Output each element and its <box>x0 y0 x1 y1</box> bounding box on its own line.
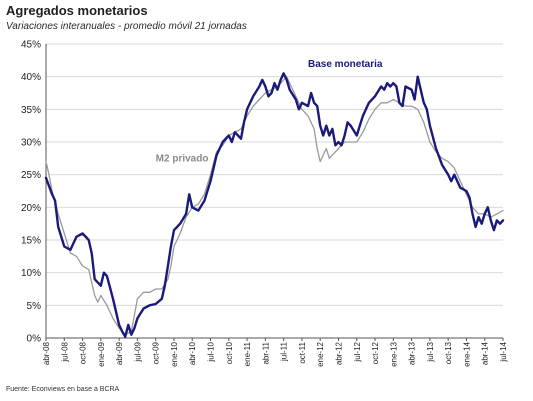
x-tick-label: oct-13 <box>444 341 453 364</box>
chart-subtitle: Variaciones interanuales - promedio móvi… <box>6 21 247 32</box>
series-labels: Base monetaria M2 privado <box>156 59 383 165</box>
x-tick-label: jul-13 <box>426 341 435 362</box>
x-tick-label: abr-14 <box>481 341 490 365</box>
x-tick-label: jul-08 <box>60 341 69 362</box>
y-tick-label: 5% <box>27 301 42 312</box>
x-tick-label: oct-10 <box>225 341 234 364</box>
x-tick-label: abr-12 <box>334 341 343 365</box>
y-tick-label: 20% <box>21 203 41 214</box>
series-label-m2-privado: M2 privado <box>156 154 209 165</box>
y-tick-label: 40% <box>21 72 41 83</box>
source-note: Fuente: Econviews en base a BCRA <box>6 386 120 393</box>
x-tick-label: oct-09 <box>152 341 161 364</box>
y-tick-label: 25% <box>21 170 41 181</box>
x-tick-label: abr-08 <box>42 341 51 365</box>
x-tick-label: oct-11 <box>298 341 307 363</box>
x-tick-label: jul-11 <box>280 341 289 362</box>
y-tick-label: 10% <box>21 268 41 279</box>
x-tick-label: jul-12 <box>353 341 362 362</box>
series-label-base-monetaria: Base monetaria <box>308 59 383 70</box>
x-tick-label: ene-11 <box>243 341 252 366</box>
x-tick-label: ene-10 <box>170 341 179 366</box>
x-tick-label: oct-12 <box>371 341 380 364</box>
series-line-base-monetaria <box>44 72 505 338</box>
x-tick-label: ene-14 <box>462 341 471 366</box>
chart-axes: 0% 5% 10% 15% 20% 25% 30% 35% 40% 45% abr-08 jul-08… <box>21 40 508 367</box>
x-tick-label: jul-14 <box>499 341 508 362</box>
x-tick-label: abr-11 <box>261 341 270 364</box>
x-tick-label: abr-10 <box>188 341 197 365</box>
chart-title: Agregados monetarios <box>6 3 148 18</box>
series-lines <box>44 72 505 338</box>
x-tick-label: oct-08 <box>79 341 88 364</box>
x-tick-label: ene-09 <box>97 341 106 366</box>
y-tick-label: 15% <box>21 236 41 247</box>
series-line-m2-privado <box>45 76 504 336</box>
y-tick-label: 0% <box>27 334 42 345</box>
x-tick-label: ene-12 <box>316 341 325 366</box>
x-tick-label: jul-10 <box>207 341 216 362</box>
x-tick-label: ene-13 <box>389 341 398 366</box>
y-tick-label: 30% <box>21 138 41 149</box>
x-tick-label: abr-13 <box>408 341 417 365</box>
y-tick-label: 45% <box>21 40 41 51</box>
x-tick-label: jul-09 <box>133 341 142 362</box>
x-tick-label: abr-09 <box>115 341 124 365</box>
y-tick-label: 35% <box>21 105 41 116</box>
